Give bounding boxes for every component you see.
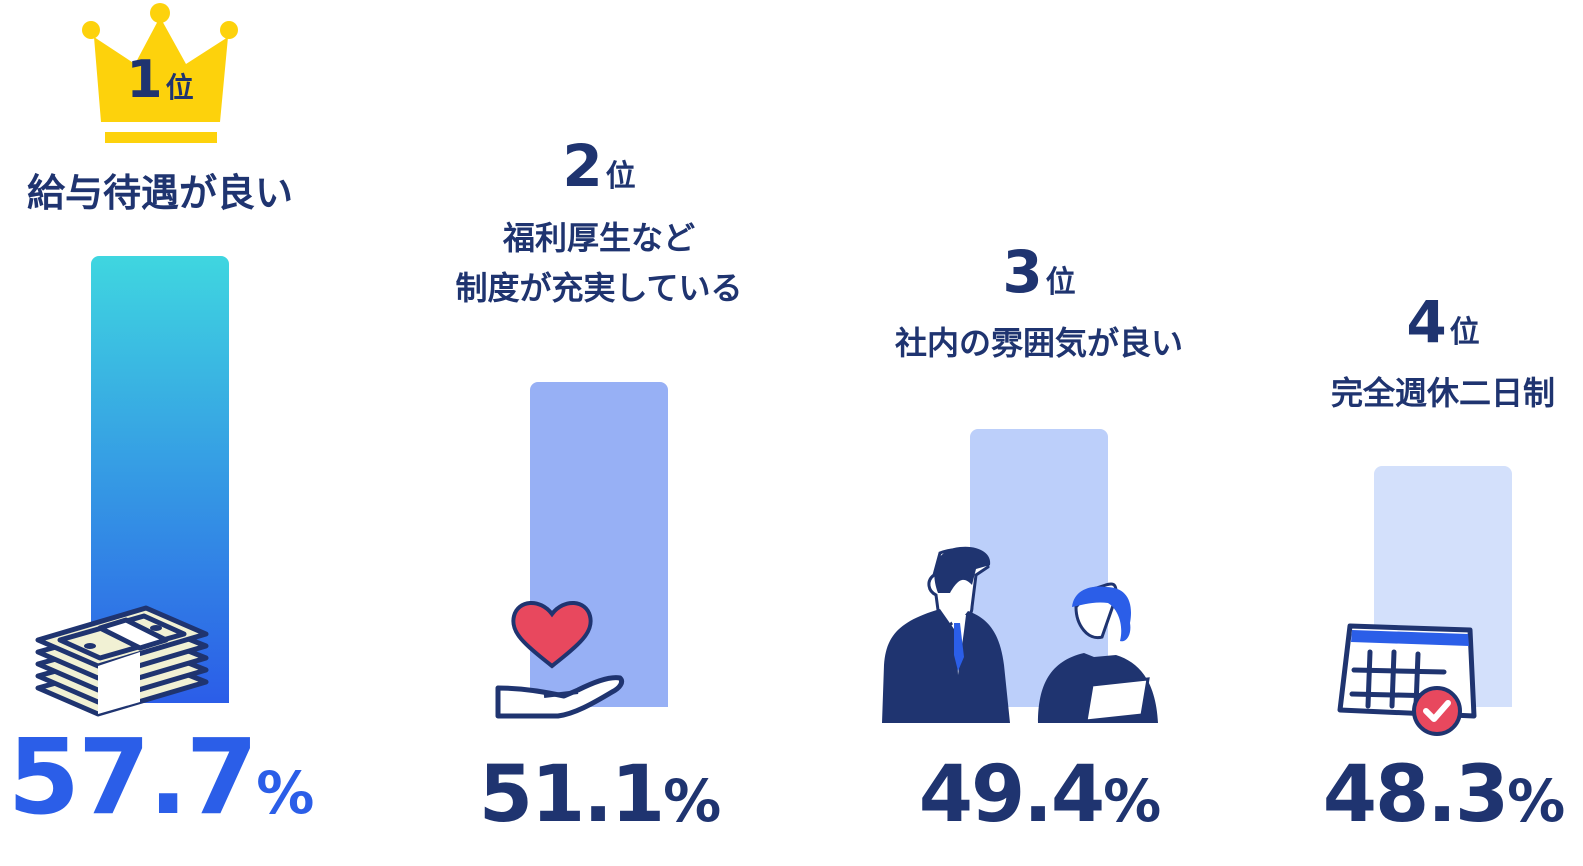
crown-icon <box>82 3 238 143</box>
heart-in-hand-icon <box>495 601 625 719</box>
value-unit: % <box>1507 767 1565 835</box>
value-label: 48.3% <box>1243 750 1583 840</box>
rank-number: 2 <box>562 132 602 200</box>
coworkers-icon <box>882 546 1158 723</box>
category-label-line: 社内の雰囲気が良い <box>894 324 1183 362</box>
rank-suffix: 位 <box>165 71 194 104</box>
value-unit: % <box>663 767 721 835</box>
category-label-line: 福利厚生など <box>502 219 695 257</box>
rank-number: 4 <box>1406 288 1446 356</box>
rank-suffix: 位 <box>605 159 636 194</box>
money-stack-icon <box>35 605 209 717</box>
category-label-line: 制度が充実している <box>455 269 743 307</box>
category-label: 完全週休二日制 <box>1263 368 1583 418</box>
category-label-line: 完全週休二日制 <box>1330 374 1555 412</box>
value-unit: % <box>256 759 314 827</box>
value-label: 49.4% <box>839 750 1239 840</box>
rank-suffix: 位 <box>1449 315 1480 350</box>
value-label: 57.7% <box>0 716 360 838</box>
rank-number: 3 <box>1002 238 1042 306</box>
rank-suffix: 位 <box>1045 265 1076 300</box>
value-number: 48.3 <box>1322 750 1509 840</box>
value-unit: % <box>1103 767 1161 835</box>
category-label: 社内の雰囲気が良い <box>859 318 1219 368</box>
category-label: 福利厚生など 制度が充実している <box>419 213 779 313</box>
rank-number: 1 <box>126 50 162 110</box>
calendar-check-icon <box>1337 623 1477 736</box>
value-number: 57.7 <box>7 716 259 838</box>
category-label-line: 給与待遇が良い <box>26 171 293 215</box>
value-number: 49.4 <box>918 750 1105 840</box>
category-label: 給与待遇が良い <box>0 168 340 218</box>
value-label: 51.1% <box>399 750 799 840</box>
value-number: 51.1 <box>478 750 665 840</box>
